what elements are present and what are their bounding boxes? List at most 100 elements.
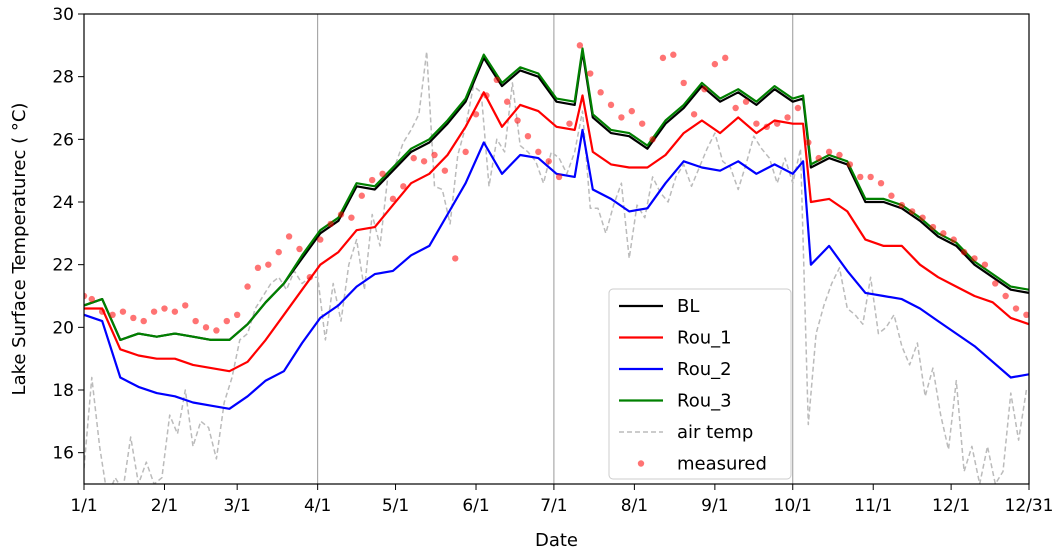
x-tick-label: 3/1 bbox=[223, 496, 250, 516]
y-tick-label: 26 bbox=[52, 130, 74, 150]
measured-point bbox=[607, 101, 615, 109]
measured-point bbox=[109, 311, 116, 318]
plot-frame bbox=[83, 13, 1030, 485]
measured-point bbox=[88, 295, 95, 303]
measured-point bbox=[836, 151, 843, 159]
measured-point bbox=[773, 120, 781, 127]
y-tick-label: 24 bbox=[52, 193, 74, 213]
measured-point bbox=[732, 104, 739, 112]
measured-point bbox=[825, 148, 833, 156]
measured-point bbox=[130, 314, 137, 322]
measured-point bbox=[119, 308, 127, 315]
measured-point bbox=[566, 120, 573, 127]
measured-point bbox=[950, 236, 957, 243]
x-tick-label: 7/1 bbox=[540, 496, 567, 516]
measured-point bbox=[649, 136, 656, 143]
measured-point bbox=[960, 248, 968, 256]
measured-point bbox=[514, 117, 521, 124]
measured-point bbox=[223, 317, 230, 325]
series-line-air-temp bbox=[84, 50, 1028, 484]
measured-point bbox=[265, 261, 272, 268]
measured-point bbox=[400, 183, 407, 190]
measured-point bbox=[244, 283, 251, 290]
measured-point bbox=[784, 114, 791, 121]
measured-point bbox=[1002, 292, 1009, 300]
measured-point bbox=[317, 236, 324, 243]
y-tick-label: 16 bbox=[52, 444, 74, 464]
x-tick-label: 12/1 bbox=[932, 496, 970, 516]
measured-point bbox=[753, 120, 760, 127]
measured-point bbox=[161, 305, 168, 312]
measured-point bbox=[846, 161, 854, 168]
x-axis-ticks: 1/1 2/1 3/1 4/1 5/1 6/1 7/1 8/1 9/1 10/1 11/1 12/1 1… bbox=[70, 484, 1054, 516]
y-axis-label: Lake Surface Temperaturec ( °C) bbox=[9, 103, 30, 396]
measured-point bbox=[638, 120, 646, 127]
measured-point bbox=[98, 308, 106, 315]
measured-point bbox=[908, 208, 916, 215]
measured-point bbox=[576, 42, 584, 49]
measured-point bbox=[171, 308, 179, 315]
measured-point bbox=[285, 233, 293, 240]
measured-point bbox=[711, 60, 719, 68]
y-tick-label: 20 bbox=[52, 318, 74, 338]
series-layer bbox=[84, 42, 1029, 484]
measured-point bbox=[763, 123, 770, 130]
measured-point bbox=[296, 245, 303, 253]
measured-point bbox=[805, 139, 812, 146]
series-line-rou-3 bbox=[84, 47, 1029, 341]
measured-point bbox=[327, 220, 334, 228]
measured-point bbox=[431, 151, 438, 159]
x-tick-label: 11/1 bbox=[854, 496, 892, 516]
measured-point bbox=[452, 255, 459, 262]
measured-point bbox=[940, 230, 947, 237]
legend-label-rou-1: Rou_1 bbox=[677, 328, 732, 349]
measured-point bbox=[192, 317, 199, 325]
x-tick-label: 1/1 bbox=[70, 496, 97, 516]
measured-point bbox=[670, 51, 677, 58]
measured-point bbox=[483, 92, 490, 99]
measured-point bbox=[587, 70, 594, 77]
measured-point bbox=[462, 148, 469, 156]
measured-point bbox=[722, 54, 729, 62]
series-measured bbox=[84, 42, 1029, 334]
y-tick-label: 18 bbox=[52, 381, 74, 401]
x-tick-label: 5/1 bbox=[382, 496, 409, 516]
measured-point bbox=[898, 201, 905, 209]
y-tick-label: 30 bbox=[52, 5, 74, 25]
legend-box bbox=[608, 288, 792, 480]
measured-point bbox=[503, 98, 511, 105]
legend-label-measured: measured bbox=[677, 454, 767, 475]
x-tick-label: 4/1 bbox=[304, 496, 331, 516]
measured-point bbox=[680, 79, 687, 87]
measured-point bbox=[867, 173, 874, 181]
x-tick-label: 8/1 bbox=[621, 496, 648, 516]
series-line-rou-1 bbox=[84, 91, 1029, 373]
measured-point bbox=[410, 154, 417, 162]
measured-point bbox=[368, 176, 376, 184]
legend-swatch-measured bbox=[637, 460, 645, 467]
measured-point bbox=[213, 327, 220, 334]
legend-label-rou-3: Rou_3 bbox=[677, 391, 732, 412]
measured-point bbox=[535, 148, 542, 156]
measured-point bbox=[348, 214, 355, 221]
measured-point bbox=[877, 180, 885, 187]
measured-point bbox=[857, 173, 864, 181]
measured-point bbox=[150, 308, 158, 315]
measured-point bbox=[493, 76, 500, 84]
measured-point bbox=[1012, 305, 1020, 312]
measured-point bbox=[84, 292, 88, 300]
legend-label-air-temp: air temp bbox=[677, 422, 753, 443]
measured-point bbox=[420, 158, 428, 165]
legend-label-rou-2: Rou_2 bbox=[677, 359, 732, 380]
measured-point bbox=[233, 311, 241, 318]
legend-label-bl: BL bbox=[677, 296, 699, 317]
measured-point bbox=[597, 89, 604, 96]
measured-point bbox=[524, 133, 532, 140]
measured-point bbox=[659, 54, 667, 62]
measured-point bbox=[389, 195, 397, 203]
measured-point bbox=[441, 167, 449, 174]
measured-point bbox=[742, 98, 750, 105]
measured-point bbox=[981, 261, 989, 268]
